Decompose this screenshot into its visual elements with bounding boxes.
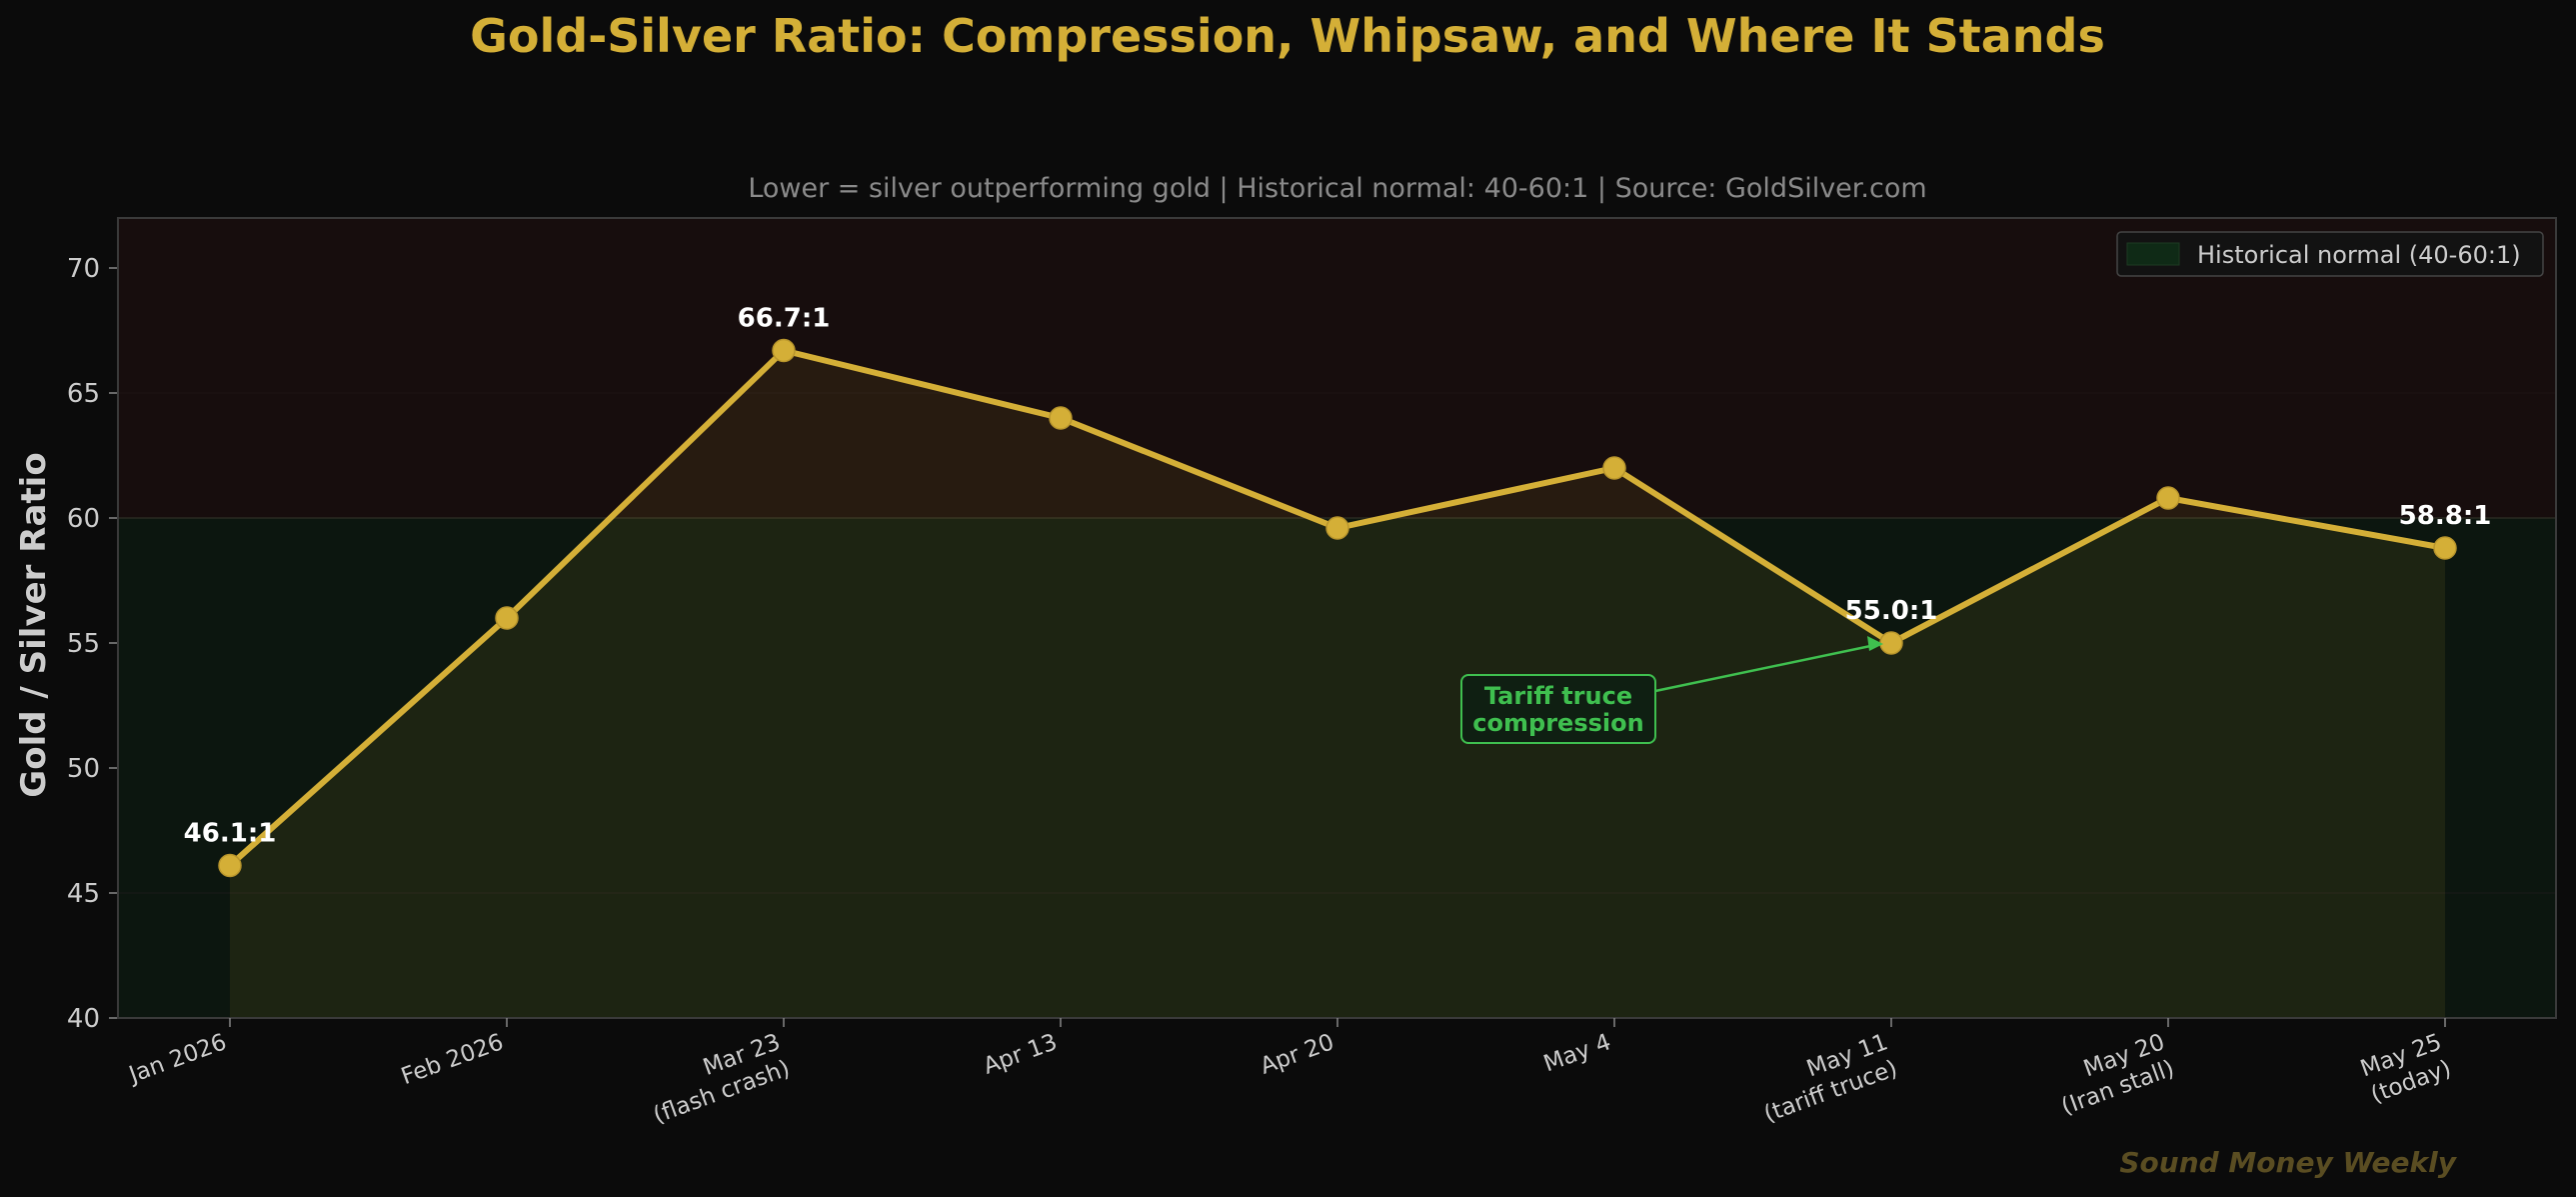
series-points [218, 338, 2457, 878]
y-tick-label: 60 [67, 504, 100, 534]
annotation-text: Tariff truce [1484, 682, 1632, 710]
data-point [1325, 516, 1349, 540]
y-tick-label: 50 [67, 754, 100, 784]
chart-title: Gold-Silver Ratio: Compression, Whipsaw,… [470, 9, 2105, 63]
legend-swatch [2126, 242, 2180, 266]
y-tick-label: 70 [67, 254, 100, 284]
watermark: Sound Money Weekly [2119, 1146, 2457, 1179]
data-point [1049, 406, 1073, 430]
area-fill [230, 350, 2445, 1018]
annotation-arrow [1654, 643, 1876, 693]
legend-label: Historical normal (40-60:1) [2197, 241, 2521, 269]
data-point [218, 853, 242, 878]
y-tick-label: 45 [67, 879, 100, 909]
data-point [772, 338, 796, 363]
data-label: 55.0:1 [1845, 596, 1938, 626]
chart-subtitle: Lower = silver outperforming gold | Hist… [748, 173, 1926, 204]
data-label: 58.8:1 [2399, 501, 2492, 531]
data-point [2433, 536, 2457, 560]
data-point [2156, 486, 2180, 510]
legend-frame [2116, 231, 2544, 277]
annotation-box [1460, 674, 1656, 744]
legend: Historical normal (40-60:1) [2116, 231, 2544, 277]
y-tick-label: 55 [67, 629, 100, 659]
data-label: 66.7:1 [738, 304, 831, 334]
data-label: 46.1:1 [184, 819, 277, 849]
annotation-text: compression [1472, 709, 1643, 737]
annotation-arrowhead [1867, 636, 1883, 651]
data-point [495, 606, 519, 630]
data-point [1879, 631, 1903, 655]
series-area-fill [230, 350, 2445, 1018]
data-point [1602, 456, 1626, 480]
data-labels: 46.1:1 66.7:1 55.0:1 58.8:1 [184, 304, 2492, 849]
y-tick-label: 65 [67, 379, 100, 409]
y-axis-label: Gold / Silver Ratio [14, 452, 54, 797]
y-tick-label: 40 [67, 1004, 100, 1034]
